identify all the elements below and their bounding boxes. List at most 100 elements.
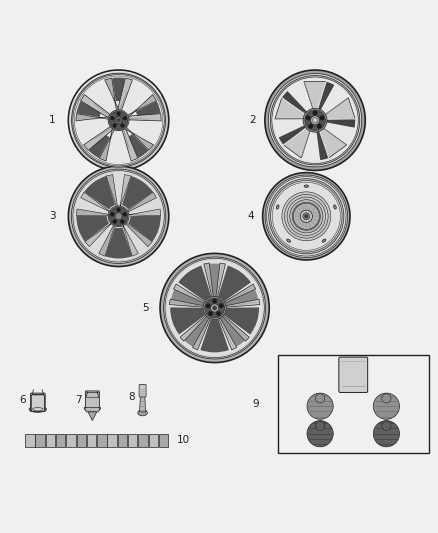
Circle shape bbox=[315, 421, 325, 431]
Polygon shape bbox=[88, 412, 97, 421]
Circle shape bbox=[110, 212, 114, 216]
Circle shape bbox=[265, 70, 365, 171]
Ellipse shape bbox=[322, 239, 326, 243]
Polygon shape bbox=[140, 395, 146, 412]
Circle shape bbox=[303, 108, 327, 132]
Circle shape bbox=[115, 213, 122, 220]
Bar bbox=[25, 434, 35, 447]
Polygon shape bbox=[125, 94, 156, 120]
Polygon shape bbox=[173, 284, 207, 304]
Circle shape bbox=[307, 393, 333, 419]
Wedge shape bbox=[112, 78, 125, 101]
Bar bbox=[56, 434, 65, 447]
FancyBboxPatch shape bbox=[30, 393, 45, 411]
Bar bbox=[138, 434, 148, 447]
Circle shape bbox=[117, 208, 120, 212]
Wedge shape bbox=[318, 82, 334, 110]
Polygon shape bbox=[119, 174, 131, 209]
Circle shape bbox=[313, 118, 318, 123]
Polygon shape bbox=[124, 221, 152, 247]
Polygon shape bbox=[222, 284, 256, 304]
Circle shape bbox=[108, 206, 129, 227]
Polygon shape bbox=[125, 192, 156, 213]
Wedge shape bbox=[220, 317, 245, 347]
Bar bbox=[148, 434, 158, 447]
Circle shape bbox=[117, 118, 120, 122]
Circle shape bbox=[272, 182, 340, 251]
Wedge shape bbox=[171, 289, 204, 306]
Circle shape bbox=[108, 110, 129, 131]
Circle shape bbox=[113, 220, 117, 223]
Circle shape bbox=[293, 203, 319, 229]
Ellipse shape bbox=[304, 185, 308, 188]
Circle shape bbox=[203, 296, 226, 320]
Text: 9: 9 bbox=[253, 399, 259, 409]
Polygon shape bbox=[99, 222, 116, 256]
Text: 7: 7 bbox=[75, 394, 81, 405]
Wedge shape bbox=[326, 119, 355, 128]
Circle shape bbox=[212, 306, 217, 310]
Polygon shape bbox=[81, 94, 113, 120]
Polygon shape bbox=[218, 316, 237, 350]
Text: 6: 6 bbox=[19, 394, 26, 405]
Wedge shape bbox=[84, 176, 115, 209]
Circle shape bbox=[123, 116, 127, 120]
Polygon shape bbox=[170, 299, 206, 308]
Circle shape bbox=[164, 257, 266, 359]
Circle shape bbox=[304, 215, 308, 218]
Circle shape bbox=[292, 203, 320, 230]
FancyBboxPatch shape bbox=[139, 384, 146, 397]
Wedge shape bbox=[105, 228, 132, 259]
Polygon shape bbox=[193, 316, 211, 350]
Text: 5: 5 bbox=[143, 303, 149, 313]
Bar bbox=[278, 355, 428, 454]
Wedge shape bbox=[76, 216, 109, 241]
Text: 8: 8 bbox=[129, 392, 135, 402]
Ellipse shape bbox=[138, 410, 148, 416]
Bar bbox=[118, 434, 127, 447]
Ellipse shape bbox=[29, 406, 46, 413]
Polygon shape bbox=[283, 126, 311, 158]
Bar bbox=[128, 434, 138, 447]
Circle shape bbox=[216, 311, 221, 316]
Polygon shape bbox=[125, 114, 161, 121]
Wedge shape bbox=[317, 131, 329, 160]
Circle shape bbox=[68, 166, 169, 266]
Circle shape bbox=[311, 116, 320, 125]
Wedge shape bbox=[200, 319, 229, 352]
Text: 2: 2 bbox=[250, 115, 256, 125]
Wedge shape bbox=[127, 134, 148, 158]
Circle shape bbox=[306, 116, 310, 120]
Wedge shape bbox=[88, 134, 110, 158]
Circle shape bbox=[300, 210, 312, 222]
Polygon shape bbox=[85, 408, 100, 412]
Wedge shape bbox=[225, 289, 258, 306]
Ellipse shape bbox=[334, 205, 336, 209]
Wedge shape bbox=[282, 91, 307, 114]
Text: 4: 4 bbox=[247, 211, 254, 221]
Circle shape bbox=[73, 75, 164, 166]
Circle shape bbox=[373, 393, 399, 419]
Polygon shape bbox=[84, 125, 116, 150]
Wedge shape bbox=[170, 308, 205, 335]
Circle shape bbox=[115, 117, 122, 124]
Circle shape bbox=[110, 116, 114, 120]
Circle shape bbox=[382, 394, 391, 403]
Circle shape bbox=[205, 298, 225, 318]
Circle shape bbox=[382, 421, 391, 431]
Circle shape bbox=[272, 77, 358, 164]
Circle shape bbox=[123, 212, 127, 216]
Wedge shape bbox=[224, 308, 259, 335]
Circle shape bbox=[110, 111, 128, 130]
Bar bbox=[35, 434, 45, 447]
Wedge shape bbox=[122, 176, 153, 209]
Circle shape bbox=[208, 311, 213, 316]
Circle shape bbox=[120, 124, 124, 127]
Polygon shape bbox=[221, 314, 249, 341]
Polygon shape bbox=[121, 125, 138, 161]
Wedge shape bbox=[184, 317, 209, 347]
Bar bbox=[97, 434, 106, 447]
Circle shape bbox=[120, 220, 124, 223]
Circle shape bbox=[263, 173, 350, 260]
Circle shape bbox=[269, 179, 344, 254]
